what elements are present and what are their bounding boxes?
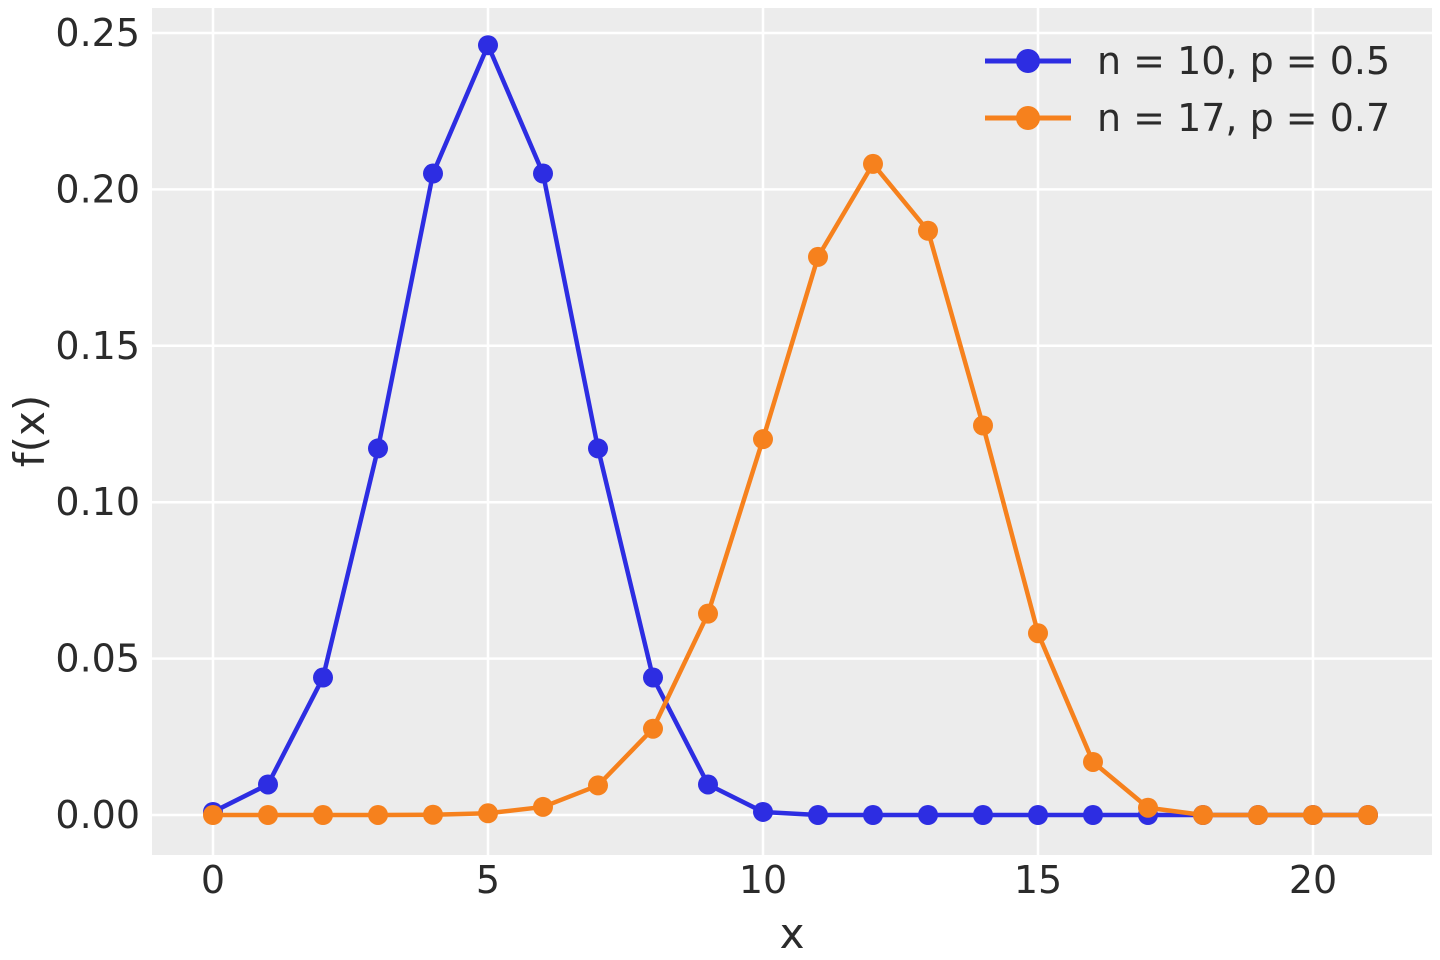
data-point xyxy=(918,805,938,825)
data-point xyxy=(258,774,278,795)
data-point xyxy=(478,35,498,56)
x-axis-label: x xyxy=(780,909,805,958)
data-point xyxy=(368,804,388,825)
data-point xyxy=(258,804,278,825)
x-tick-label: 0 xyxy=(201,858,225,902)
x-tick-label: 10 xyxy=(739,858,787,902)
data-point xyxy=(753,429,773,450)
y-tick-labels: 0.00 0.05 0.10 0.15 0.20 0.25 xyxy=(55,11,140,837)
data-point xyxy=(203,805,223,825)
legend-label-0: n = 10, p = 0.5 xyxy=(1097,39,1390,83)
data-point xyxy=(753,801,773,822)
data-point xyxy=(1303,805,1323,825)
data-point xyxy=(368,438,388,459)
data-point xyxy=(1028,623,1048,644)
data-point xyxy=(918,220,938,241)
data-point xyxy=(643,718,663,739)
data-point xyxy=(423,804,443,825)
y-tick-label: 0.10 xyxy=(55,480,140,524)
data-point xyxy=(808,805,828,825)
data-point xyxy=(863,153,883,174)
y-tick-label: 0.25 xyxy=(55,11,140,55)
data-point xyxy=(313,667,333,688)
x-tick-label: 20 xyxy=(1289,858,1337,902)
series-group xyxy=(203,35,1378,825)
data-point xyxy=(313,804,333,825)
data-point xyxy=(973,415,993,436)
data-point xyxy=(973,805,993,825)
data-point xyxy=(478,803,498,824)
data-point xyxy=(1083,805,1103,825)
y-tick-label: 0.15 xyxy=(55,324,140,368)
data-point xyxy=(533,163,553,184)
data-point xyxy=(698,603,718,624)
y-axis-label: f(x) xyxy=(5,395,54,467)
y-tick-label: 0.00 xyxy=(55,793,140,837)
data-point xyxy=(588,775,608,796)
legend: n = 10, p = 0.5 n = 17, p = 0.7 xyxy=(985,39,1390,140)
legend-entry-series-0: n = 10, p = 0.5 xyxy=(985,39,1390,83)
data-point xyxy=(863,805,883,825)
data-point xyxy=(808,246,828,267)
data-point xyxy=(1193,805,1213,825)
legend-entry-series-1: n = 17, p = 0.7 xyxy=(985,96,1390,140)
legend-marker-icon-0 xyxy=(1016,49,1040,73)
series-line-1 xyxy=(210,161,1371,818)
x-tick-label: 15 xyxy=(1014,858,1062,902)
data-point xyxy=(1083,751,1103,772)
y-tick-label: 0.20 xyxy=(55,167,140,211)
data-point xyxy=(698,774,718,795)
plot-area xyxy=(152,8,1432,855)
data-point xyxy=(533,796,553,817)
legend-label-1: n = 17, p = 0.7 xyxy=(1097,96,1390,140)
x-tick-labels: 0 5 10 15 20 xyxy=(201,858,1337,902)
data-point xyxy=(643,667,663,688)
data-point xyxy=(423,163,443,184)
series-line-0 xyxy=(210,42,1371,818)
data-point xyxy=(1138,797,1158,818)
data-point xyxy=(1358,805,1378,825)
y-tick-label: 0.05 xyxy=(55,637,140,681)
data-point xyxy=(1248,805,1268,825)
legend-marker-icon-1 xyxy=(1016,106,1040,130)
x-tick-label: 5 xyxy=(476,858,500,902)
data-point xyxy=(1028,805,1048,825)
data-point xyxy=(588,438,608,459)
